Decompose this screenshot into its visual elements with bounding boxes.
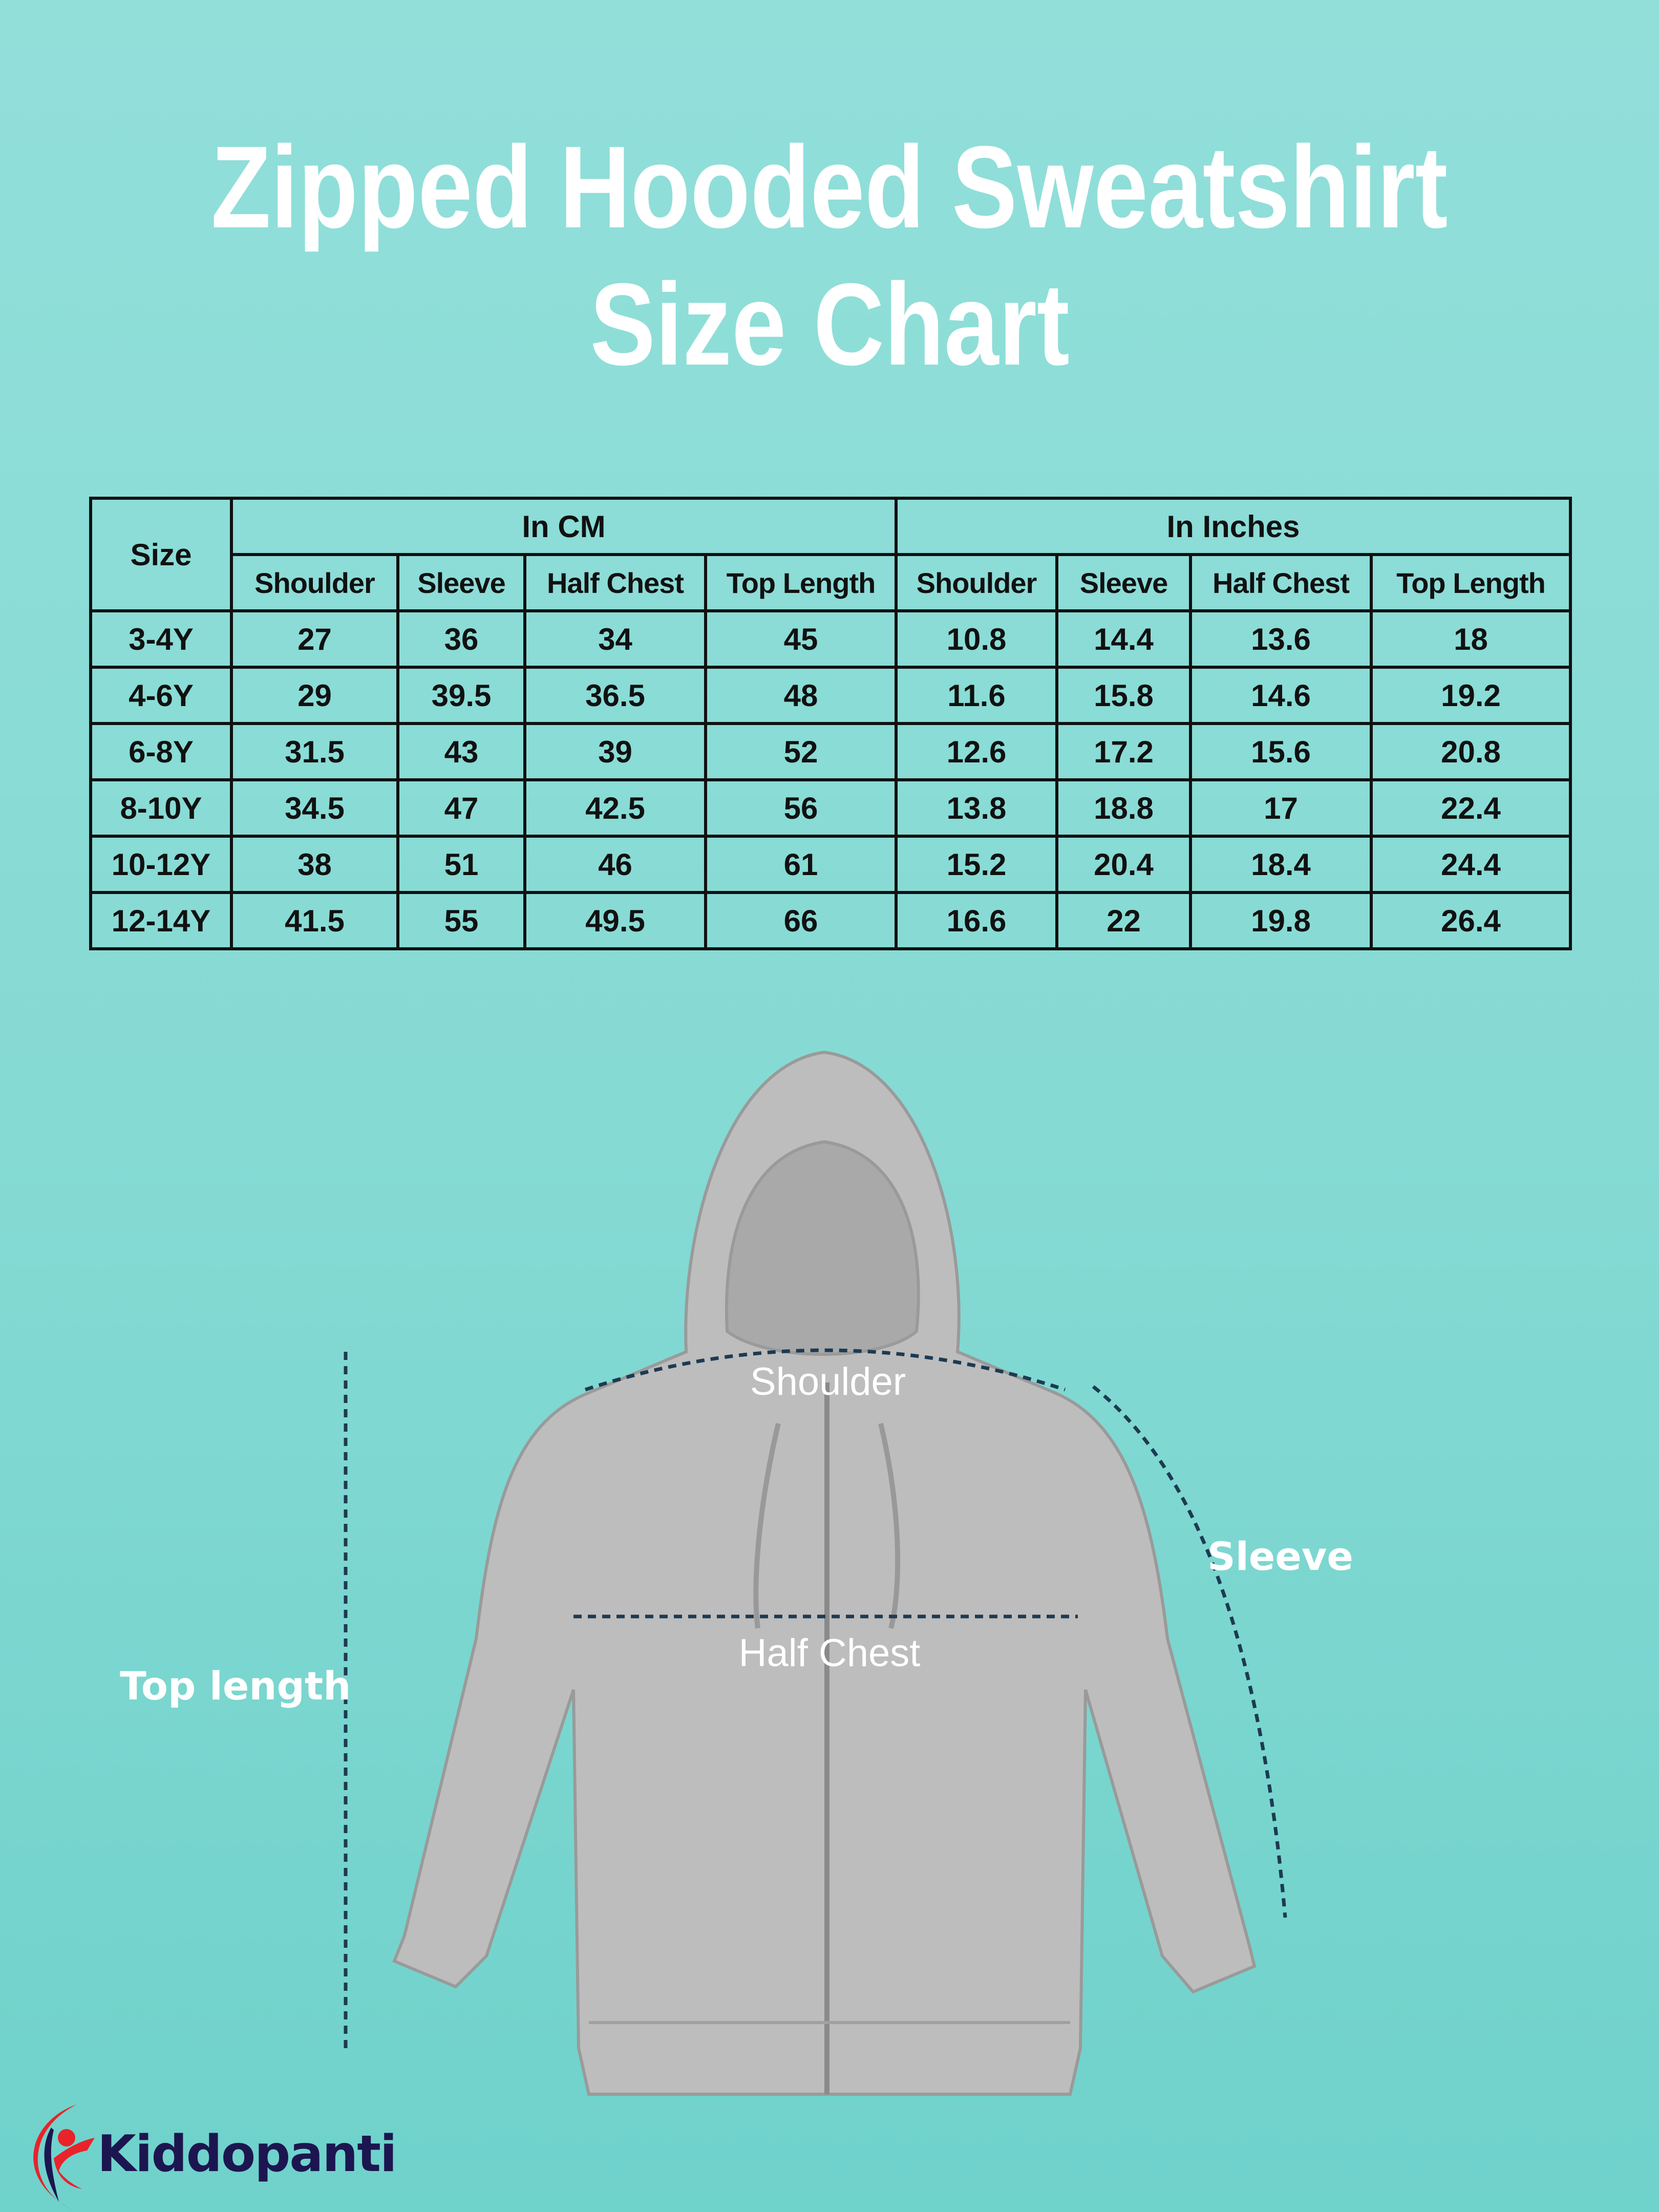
value-cell: 42.5	[523, 778, 707, 838]
value-cell: 15.2	[895, 835, 1058, 894]
size-table: Size In CM In Inches Shoulder Sleeve Half …	[89, 497, 1572, 950]
value-cell: 17	[1189, 778, 1373, 838]
value-cell: 27	[230, 609, 399, 669]
sleeve-label: Sleeve	[1207, 1534, 1353, 1579]
value-cell: 22.4	[1369, 778, 1572, 838]
table-row: 3-4Y 27 36 34 45 10.8 14.4 13.6 18	[89, 609, 1572, 669]
value-cell: 20.8	[1369, 722, 1572, 781]
value-cell: 13.8	[895, 778, 1058, 838]
value-cell: 31.5	[230, 722, 399, 781]
value-cell: 17.2	[1055, 722, 1192, 781]
size-header: Size	[89, 497, 233, 612]
value-cell: 18.4	[1189, 835, 1373, 894]
value-cell: 14.6	[1189, 666, 1373, 725]
size-cell: 12-14Y	[89, 891, 233, 950]
value-cell: 18	[1369, 609, 1572, 669]
value-cell: 43	[396, 722, 526, 781]
value-cell: 52	[704, 722, 898, 781]
value-cell: 46	[523, 835, 707, 894]
table-row: 4-6Y 29 39.5 36.5 48 11.6 15.8 14.6 19.2	[89, 666, 1572, 725]
title-line-2: Size Chart	[589, 260, 1070, 390]
value-cell: 36.5	[523, 666, 707, 725]
value-cell: 11.6	[895, 666, 1058, 725]
value-cell: 19.2	[1369, 666, 1572, 725]
value-cell: 20.4	[1055, 835, 1192, 894]
column-header: Top Length	[1369, 553, 1572, 612]
value-cell: 51	[396, 835, 526, 894]
value-cell: 10.8	[895, 609, 1058, 669]
size-cell: 4-6Y	[89, 666, 233, 725]
value-cell: 34.5	[230, 778, 399, 838]
half-chest-label: Half Chest	[738, 1631, 921, 1675]
value-cell: 24.4	[1369, 835, 1572, 894]
size-cell: 3-4Y	[89, 609, 233, 669]
value-cell: 15.6	[1189, 722, 1373, 781]
shoulder-arrow	[584, 1348, 1066, 1392]
value-cell: 15.8	[1055, 666, 1192, 725]
cm-header: In CM	[230, 497, 898, 556]
value-cell: 48	[704, 666, 898, 725]
title-line-2-wrapper: Size Chart	[0, 266, 1659, 383]
value-cell: 55	[396, 891, 526, 950]
value-cell: 41.5	[230, 891, 399, 950]
table-row: 10-12Y 38 51 46 61 15.2 20.4 18.4 24.4	[89, 835, 1572, 894]
column-header: Half Chest	[523, 553, 707, 612]
title-line-1: Zipped Hooded Sweatshirt	[211, 122, 1448, 252]
column-header: Shoulder	[895, 553, 1058, 612]
kiddopanti-logo-icon	[33, 2104, 95, 2209]
value-cell: 12.6	[895, 722, 1058, 781]
value-cell: 47	[396, 778, 526, 838]
value-cell: 22	[1055, 891, 1192, 950]
brand-name: Kiddopanti	[97, 2125, 397, 2183]
value-cell: 66	[704, 891, 898, 950]
value-cell: 61	[704, 835, 898, 894]
value-cell: 39	[523, 722, 707, 781]
value-cell: 49.5	[523, 891, 707, 950]
value-cell: 18.8	[1055, 778, 1192, 838]
column-header: Top Length	[704, 553, 898, 612]
value-cell: 16.6	[895, 891, 1058, 950]
value-cell: 38	[230, 835, 399, 894]
size-cell: 8-10Y	[89, 778, 233, 838]
title-line-1-wrapper: Zipped Hooded Sweatshirt	[0, 129, 1659, 246]
value-cell: 29	[230, 666, 399, 725]
shoulder-label: Shoulder	[750, 1360, 906, 1403]
column-header: Half Chest	[1189, 553, 1373, 612]
value-cell: 14.4	[1055, 609, 1192, 669]
value-cell: 19.8	[1189, 891, 1373, 950]
table-row: 8-10Y 34.5 47 42.5 56 13.8 18.8 17 22.4	[89, 778, 1572, 838]
value-cell: 39.5	[396, 666, 526, 725]
value-cell: 56	[704, 778, 898, 838]
hoodie-illustration	[392, 1050, 1257, 2096]
column-header: Shoulder	[230, 553, 399, 612]
value-cell: 34	[523, 609, 707, 669]
column-header: Sleeve	[396, 553, 526, 612]
value-cell: 13.6	[1189, 609, 1373, 669]
value-cell: 26.4	[1369, 891, 1572, 950]
top-length-label: Top length	[120, 1663, 351, 1709]
table-row: 6-8Y 31.5 43 39 52 12.6 17.2 15.6 20.8	[89, 722, 1572, 781]
table-row: 12-14Y 41.5 55 49.5 66 16.6 22 19.8 26.4	[89, 891, 1572, 950]
column-header: Sleeve	[1055, 553, 1192, 612]
inches-header: In Inches	[894, 497, 1572, 556]
value-cell: 36	[396, 609, 526, 669]
sleeve-arrow	[1092, 1385, 1287, 1918]
size-cell: 6-8Y	[89, 722, 233, 781]
measurement-arrows	[344, 1348, 1287, 2051]
value-cell: 45	[704, 609, 898, 669]
size-cell: 10-12Y	[89, 835, 233, 894]
